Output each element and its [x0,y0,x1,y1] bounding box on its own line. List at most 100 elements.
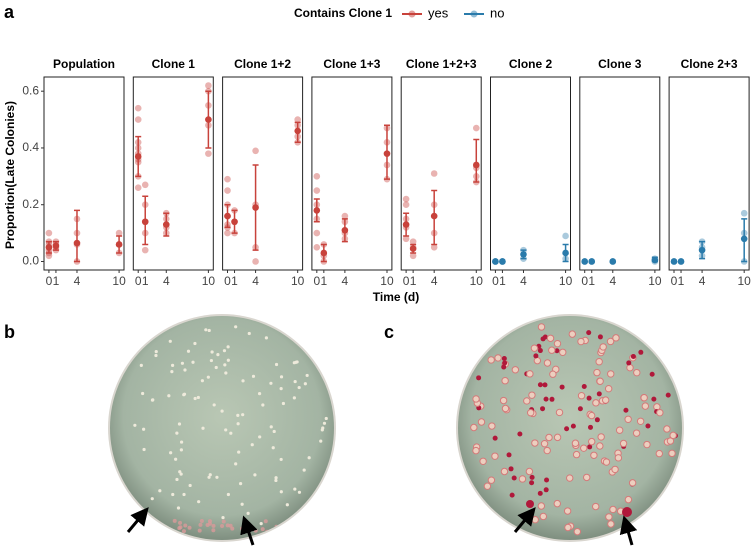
colony [509,492,515,498]
colony [271,446,275,450]
colony [183,523,188,528]
mean-point [402,221,410,228]
colony [543,446,551,455]
colony [555,408,564,417]
panel-label: c [384,322,394,342]
colony [240,526,245,531]
colony [601,396,610,404]
colony [196,395,200,400]
colony [526,370,534,378]
colony [193,396,197,401]
colony [292,523,297,528]
colony [537,490,543,496]
colony [487,356,495,364]
panel-label: a [4,2,15,22]
y-axis-title: Proportion(Late Colonies) [3,101,17,249]
colony [611,465,619,474]
colony [307,456,311,460]
colony [280,527,285,532]
mean-point [294,127,301,135]
mean-point [651,256,659,264]
colony [154,349,158,354]
colony [250,526,255,531]
colony [530,344,539,352]
colony [669,431,677,440]
panel-border [490,76,571,271]
colony [287,527,292,532]
panel-border [311,76,393,271]
colony [279,375,284,379]
colony [607,370,615,378]
strip-title: Clone 1+2 [234,57,291,71]
colony [596,442,604,450]
strip-title: Clone 1 [152,57,196,71]
error-bar [73,209,80,263]
colony [260,527,265,532]
x-tick-label: 4 [520,274,527,288]
colony [663,425,671,433]
mean-point [162,221,170,228]
error-bar [473,138,480,183]
colony [559,384,565,390]
colony [549,396,555,402]
colony [609,505,617,514]
colony [224,428,228,432]
colony [511,366,520,374]
colony [263,519,268,524]
colony [488,422,496,430]
colony [587,444,593,450]
colony [623,407,629,413]
colony [494,354,502,362]
mean-point [588,258,596,265]
x-tick-label: 10 [559,274,573,288]
colony [171,492,175,497]
colony [602,458,611,466]
colony [487,476,496,484]
x-tick-label: 10 [112,274,126,288]
x-tick-label: 0 [581,274,588,288]
colony [605,513,613,521]
x-tick-label: 4 [431,274,438,288]
point [252,147,259,155]
colony [624,495,633,504]
colony [546,334,555,342]
x-tick-label: 0 [671,274,678,288]
colony [472,446,480,455]
point [141,246,149,254]
mean-point [313,207,321,214]
colony [587,424,593,430]
colony [139,363,143,368]
colony [594,417,600,423]
colony [170,363,175,367]
colony [322,421,327,425]
colony [237,450,241,454]
x-tick-label: 1 [53,274,60,288]
colony [599,343,607,351]
colony [158,489,162,493]
point [224,175,231,183]
mean-point [52,242,60,250]
colony [624,415,632,423]
mean-point [581,258,589,265]
x-tick-label: 0 [492,274,499,288]
point [313,229,321,237]
x-tick-label: 0 [403,274,410,288]
colony [221,519,226,524]
colony [154,353,158,358]
colony [274,362,279,367]
panel-border [222,76,304,271]
colony [207,475,211,479]
x-tick-label: 4 [342,274,349,288]
legend-label: no [490,5,504,20]
colony [542,334,548,340]
colony [553,339,562,348]
colony [292,396,296,400]
colony [188,483,192,488]
point [205,82,212,89]
colony [597,334,603,340]
colony [305,373,309,378]
mean-point [409,245,417,253]
point [45,252,53,260]
colony [543,487,549,493]
mean-point [472,161,480,169]
